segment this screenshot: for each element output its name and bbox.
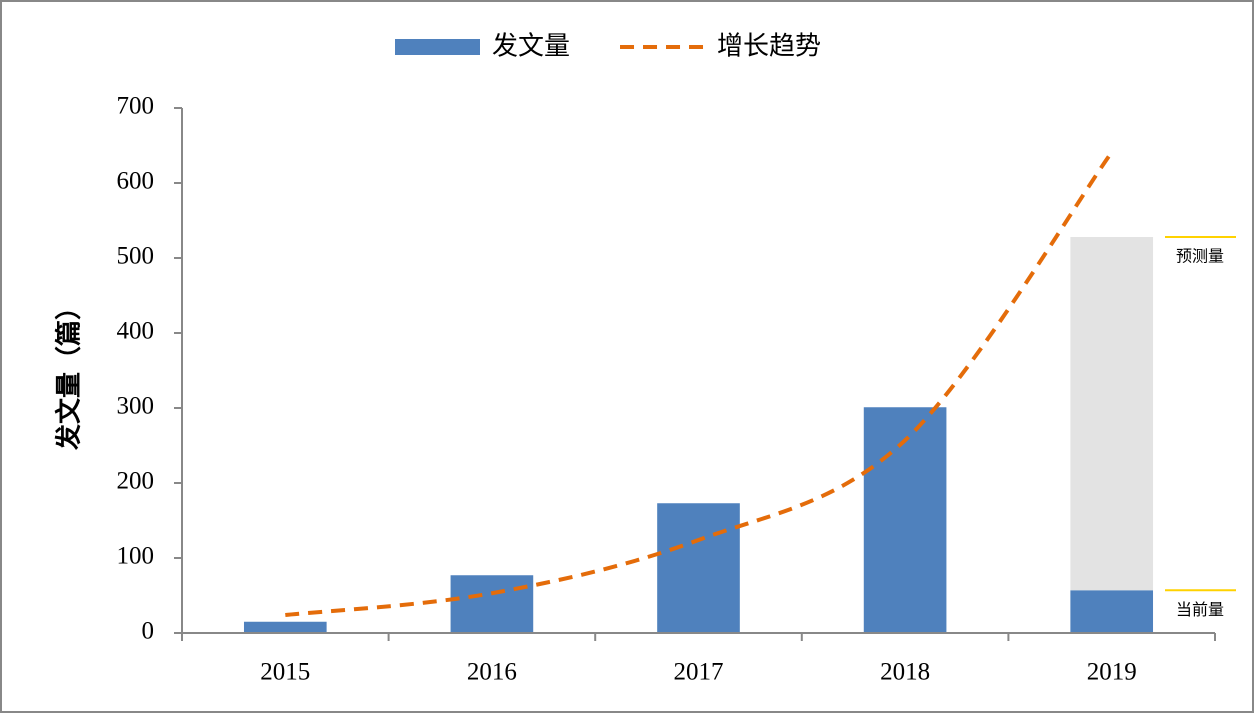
y-tick-label: 600: [117, 168, 155, 195]
bar: [1070, 237, 1154, 591]
x-tick-label: 2018: [880, 659, 930, 686]
y-tick-label: 0: [142, 618, 155, 645]
annotation-label: 当前量: [1176, 600, 1224, 619]
y-tick-label: 700: [117, 93, 155, 120]
legend-label: 增长趋势: [717, 32, 821, 62]
legend-label: 发文量: [492, 32, 570, 62]
y-tick-label: 500: [117, 243, 155, 270]
bar: [450, 575, 534, 633]
trend-line: [285, 151, 1114, 617]
y-tick-label: 400: [117, 318, 155, 345]
y-tick-label: 300: [117, 393, 155, 420]
x-tick-label: 2019: [1087, 659, 1137, 686]
x-tick-label: 2017: [674, 659, 724, 686]
bar: [657, 503, 740, 633]
y-tick-label: 100: [117, 543, 155, 570]
x-tick-label: 2015: [260, 659, 310, 686]
bar: [863, 407, 947, 633]
x-tick-label: 2016: [467, 659, 517, 686]
annotation-label: 预测量: [1176, 247, 1224, 266]
y-axis-label: 发文量（篇）: [54, 294, 85, 451]
bar: [243, 621, 327, 633]
bar: [1070, 590, 1154, 633]
legend-swatch: [395, 39, 480, 55]
y-tick-label: 200: [117, 468, 155, 495]
